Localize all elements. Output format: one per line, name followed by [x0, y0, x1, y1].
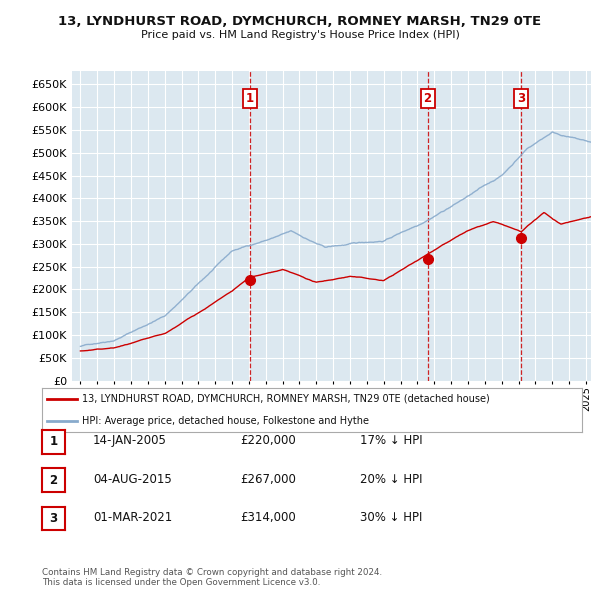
Text: 01-MAR-2021: 01-MAR-2021 [93, 511, 172, 524]
Text: 13, LYNDHURST ROAD, DYMCHURCH, ROMNEY MARSH, TN29 0TE (detached house): 13, LYNDHURST ROAD, DYMCHURCH, ROMNEY MA… [83, 394, 490, 404]
Text: 14-JAN-2005: 14-JAN-2005 [93, 434, 167, 447]
Text: 2: 2 [49, 474, 58, 487]
Text: Price paid vs. HM Land Registry's House Price Index (HPI): Price paid vs. HM Land Registry's House … [140, 30, 460, 40]
Text: £314,000: £314,000 [240, 511, 296, 524]
Text: 3: 3 [49, 512, 58, 525]
Text: £267,000: £267,000 [240, 473, 296, 486]
Text: 20% ↓ HPI: 20% ↓ HPI [360, 473, 422, 486]
Text: 3: 3 [517, 91, 526, 104]
Text: 04-AUG-2015: 04-AUG-2015 [93, 473, 172, 486]
Text: 1: 1 [49, 435, 58, 448]
Text: 13, LYNDHURST ROAD, DYMCHURCH, ROMNEY MARSH, TN29 0TE: 13, LYNDHURST ROAD, DYMCHURCH, ROMNEY MA… [58, 15, 542, 28]
Text: 17% ↓ HPI: 17% ↓ HPI [360, 434, 422, 447]
Text: Contains HM Land Registry data © Crown copyright and database right 2024.
This d: Contains HM Land Registry data © Crown c… [42, 568, 382, 587]
Text: 2: 2 [424, 91, 431, 104]
Text: HPI: Average price, detached house, Folkestone and Hythe: HPI: Average price, detached house, Folk… [83, 416, 370, 426]
Text: 30% ↓ HPI: 30% ↓ HPI [360, 511, 422, 524]
Text: 1: 1 [245, 91, 254, 104]
Text: £220,000: £220,000 [240, 434, 296, 447]
